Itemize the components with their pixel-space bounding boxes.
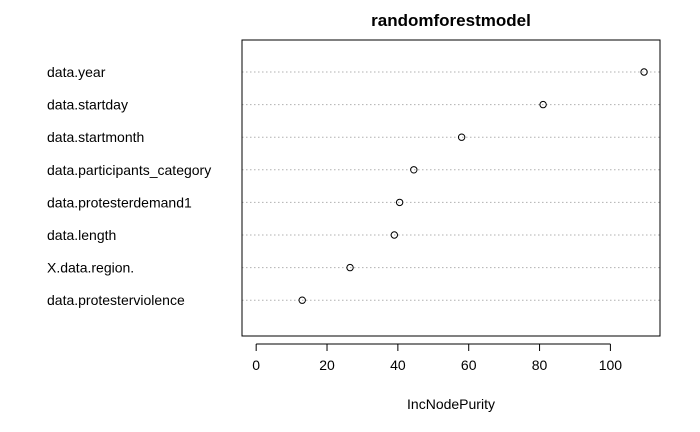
data-point <box>298 296 306 304</box>
x-tick-label: 20 <box>319 357 335 373</box>
data-point <box>395 198 404 207</box>
data-point <box>539 100 547 109</box>
x-tick-label: 100 <box>599 357 623 373</box>
data-point <box>410 166 418 174</box>
x-tick-label: 40 <box>390 357 406 373</box>
category-label: data.protesterviolence <box>47 292 185 308</box>
data-point <box>457 133 466 141</box>
data-point <box>640 68 648 76</box>
category-label: data.startday <box>47 97 128 113</box>
category-label: data.length <box>47 227 116 243</box>
x-tick-label: 60 <box>461 357 477 373</box>
category-label: X.data.region. <box>47 260 134 276</box>
data-point <box>390 231 399 239</box>
x-tick-label: 80 <box>532 357 548 373</box>
x-tick-label: 0 <box>252 357 260 373</box>
category-label: data.year <box>47 64 106 80</box>
data-point <box>346 263 354 272</box>
category-label: data.startmonth <box>47 129 144 145</box>
x-axis-label: IncNodePurity <box>407 396 495 412</box>
category-label: data.participants_category <box>47 162 211 178</box>
plot-area: data.year data.startday data.startmonth dat… <box>47 39 661 373</box>
chart-title: randomforestmodel <box>371 11 531 30</box>
plot-frame <box>241 39 661 337</box>
category-label: data.protesterdemand1 <box>47 194 192 210</box>
